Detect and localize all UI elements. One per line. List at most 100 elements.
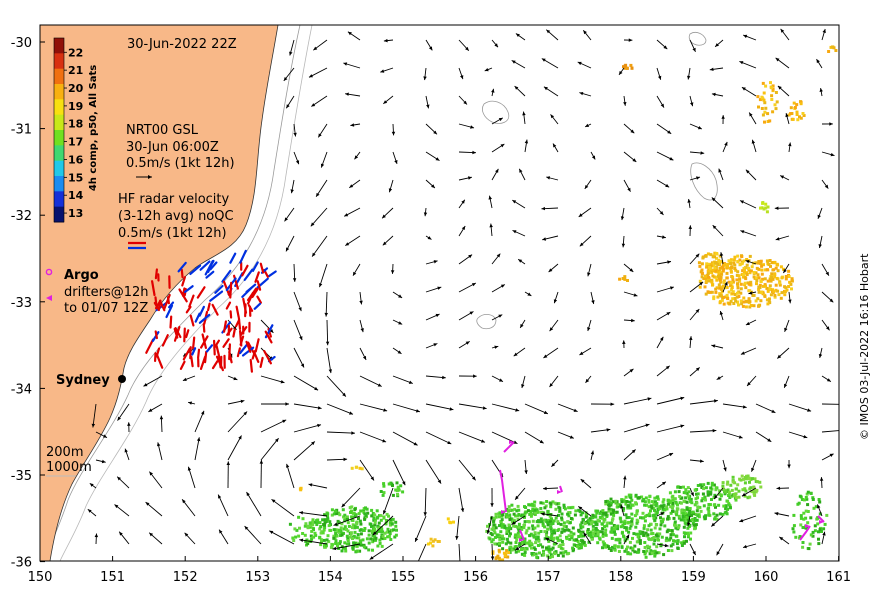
hf-vector-red — [179, 360, 186, 370]
sst-pixel — [730, 288, 734, 292]
y-tick-label: -35 — [11, 469, 32, 484]
sst-pixel — [546, 510, 550, 514]
sst-pixel — [570, 534, 574, 538]
current-arrow — [244, 525, 262, 545]
sst-pixel — [539, 543, 543, 547]
surface-current-arrows — [87, 28, 839, 561]
sst-pixel — [550, 532, 554, 536]
sst-pixel — [756, 95, 760, 99]
nrt-legend-line2: 30-Jun 06:00Z — [126, 140, 219, 155]
sst-pixel — [682, 525, 686, 529]
sst-pixel — [675, 542, 679, 546]
sst-pixel — [729, 299, 733, 303]
sst-pixel — [757, 290, 761, 294]
sst-pixel — [386, 535, 390, 539]
sst-pixel — [338, 540, 342, 544]
sst-pixel — [380, 528, 384, 532]
sst-pixel — [667, 538, 671, 542]
hf-vector-red — [199, 355, 207, 370]
current-arrow — [311, 235, 328, 257]
sst-pixel — [345, 542, 349, 546]
sst-pixel — [374, 536, 378, 540]
sst-pixel — [513, 507, 517, 511]
sst-pixel — [343, 517, 347, 521]
sst-pixel — [731, 475, 735, 479]
sst-pixel — [359, 543, 363, 547]
current-arrowhead — [353, 271, 357, 276]
current-arrowhead — [219, 529, 223, 534]
current-arrowhead — [667, 260, 671, 264]
sst-pixel — [382, 484, 386, 488]
sst-pixel — [433, 538, 437, 542]
sst-pixel — [739, 291, 743, 295]
current-arrowhead — [380, 69, 385, 73]
sst-pixel — [665, 530, 669, 534]
sst-pixel — [746, 496, 750, 500]
current-arrowhead — [583, 532, 588, 537]
sst-pixel — [551, 522, 555, 525]
sst-pixel — [717, 492, 721, 496]
current-arrowhead — [819, 477, 824, 481]
x-tick-label: 160 — [754, 570, 779, 585]
current-arrowhead — [546, 29, 551, 34]
sst-pixel — [334, 539, 338, 543]
current-arrow — [425, 459, 442, 484]
current-arrowhead — [788, 299, 792, 304]
sst-pixel — [722, 279, 726, 283]
current-arrowhead — [341, 503, 346, 508]
sst-pixel — [505, 513, 509, 516]
current-arrowhead — [692, 47, 696, 52]
sst-pixel — [731, 290, 735, 294]
current-arrow — [269, 530, 295, 545]
sst-pixel — [382, 482, 386, 486]
sst-pixel — [514, 550, 518, 554]
sst-pixel — [702, 515, 706, 519]
sst-pixel — [801, 545, 805, 549]
sst-pixel — [732, 494, 736, 498]
hf-legend-line2: (3-12h avg) noQC — [118, 209, 234, 224]
current-arrowhead — [711, 92, 716, 97]
sst-pixel — [587, 519, 591, 523]
sst-pixel — [662, 553, 666, 557]
sst-pixel — [333, 509, 337, 513]
sst-pixel — [655, 510, 659, 514]
sst-pixel — [626, 552, 630, 556]
sst-pixel — [306, 524, 310, 528]
current-arrowhead — [286, 247, 290, 252]
sst-pixel — [643, 546, 647, 549]
sst-pixel — [707, 262, 711, 266]
sst-pixel — [527, 503, 531, 507]
current-arrowhead — [541, 58, 546, 62]
sst-pixel — [630, 520, 634, 523]
current-arrowhead — [788, 142, 792, 147]
sst-pixel — [670, 529, 674, 533]
sst-pixel — [376, 544, 380, 548]
sst-pixel — [493, 542, 497, 546]
current-arrowhead — [312, 252, 316, 257]
hf-vector-red — [222, 338, 230, 348]
sst-pixel — [710, 271, 714, 275]
sst-pixel — [501, 513, 505, 517]
sst-pixel — [431, 544, 435, 548]
sst-pixel — [527, 526, 531, 530]
sst-pixel — [615, 505, 619, 509]
current-arrowhead — [824, 184, 829, 189]
sst-pixel — [710, 278, 714, 282]
sst-pixel — [777, 293, 781, 297]
sst-pixel — [353, 526, 357, 530]
sst-pixel — [707, 503, 711, 506]
sst-pixel — [691, 510, 695, 514]
sst-pixel — [774, 91, 778, 94]
sst-pixel — [653, 550, 657, 554]
sst-pixel — [557, 513, 560, 517]
current-arrowhead — [218, 494, 222, 499]
current-arrowhead — [829, 453, 834, 457]
current-arrowhead — [716, 551, 720, 556]
current-arrowhead — [739, 518, 744, 523]
sst-pixel — [629, 552, 633, 556]
sst-pixel — [764, 106, 768, 110]
sst-pixel — [765, 286, 769, 290]
sst-pixel — [713, 251, 717, 255]
sst-pixel — [647, 537, 651, 541]
sst-pixel — [576, 544, 579, 548]
